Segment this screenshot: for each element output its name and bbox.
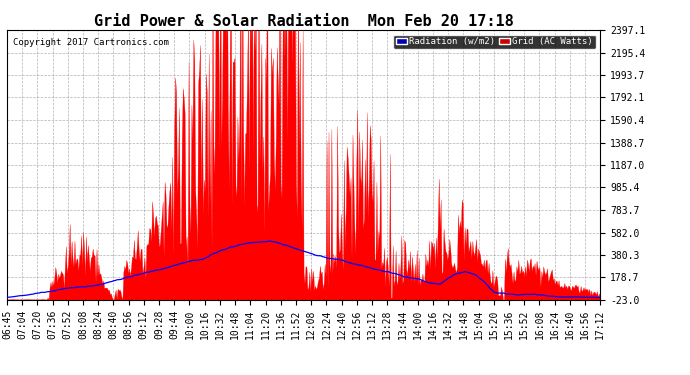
Title: Grid Power & Solar Radiation  Mon Feb 20 17:18: Grid Power & Solar Radiation Mon Feb 20 … bbox=[94, 14, 513, 29]
Text: Copyright 2017 Cartronics.com: Copyright 2017 Cartronics.com bbox=[13, 38, 169, 47]
Legend: Radiation (w/m2), Grid (AC Watts): Radiation (w/m2), Grid (AC Watts) bbox=[393, 34, 595, 49]
